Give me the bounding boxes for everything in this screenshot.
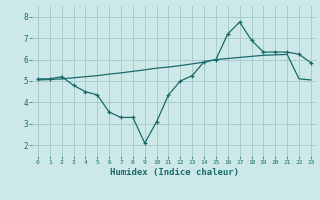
- X-axis label: Humidex (Indice chaleur): Humidex (Indice chaleur): [110, 168, 239, 177]
